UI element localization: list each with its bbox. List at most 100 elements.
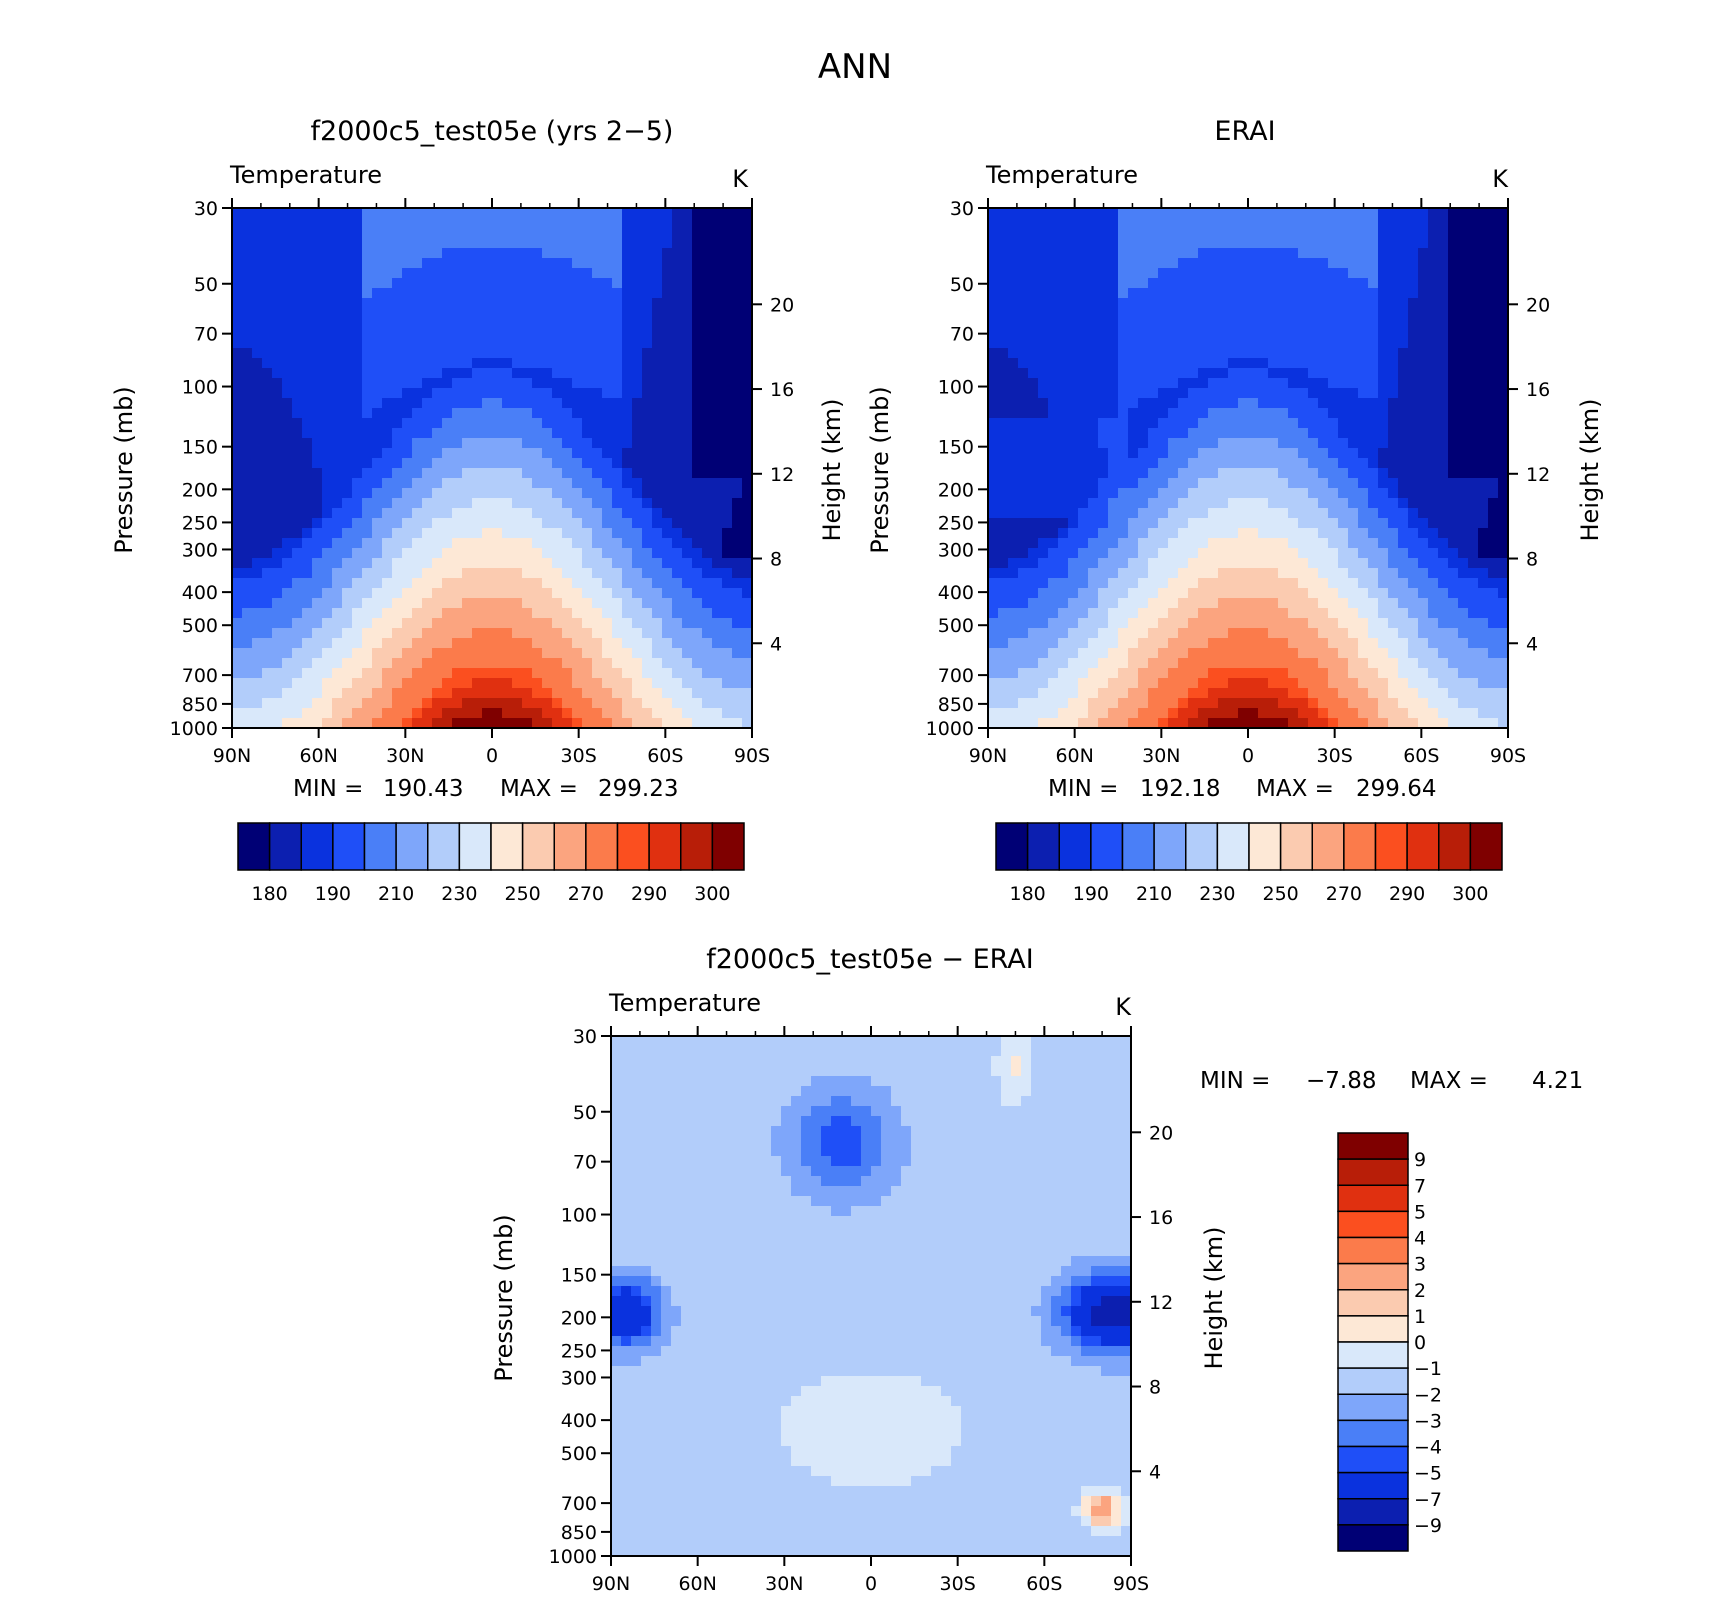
contour-cell — [362, 278, 373, 289]
contour-cell — [1268, 268, 1279, 279]
contour-cell — [1488, 288, 1499, 299]
contour-cell — [282, 378, 293, 389]
contour-cell — [702, 678, 713, 689]
contour-cell — [998, 308, 1009, 319]
contour-cell — [312, 698, 323, 709]
contour-cell — [1068, 298, 1079, 309]
contour-cell — [622, 698, 633, 709]
contour-cell — [1478, 288, 1489, 299]
contour-cell — [682, 218, 693, 229]
contour-cell — [998, 588, 1009, 599]
contour-cell — [352, 258, 363, 269]
contour-cell — [302, 668, 313, 679]
contour-cell — [412, 548, 423, 559]
contour-cell — [322, 428, 333, 439]
contour-cell — [552, 288, 563, 299]
contour-cell — [1338, 418, 1349, 429]
contour-cell — [662, 678, 673, 689]
contour-cell — [702, 318, 713, 329]
contour-cell — [642, 548, 653, 559]
contour-cell — [552, 708, 563, 719]
contour-cell — [512, 708, 523, 719]
contour-cell — [1168, 258, 1179, 269]
contour-cell — [1248, 418, 1259, 429]
contour-cell — [1058, 388, 1069, 399]
contour-cell — [1028, 238, 1039, 249]
contour-cell — [282, 628, 293, 639]
contour-cell — [482, 508, 493, 519]
contour-cell — [1038, 318, 1049, 329]
contour-cell — [482, 658, 493, 669]
contour-cell — [312, 318, 323, 329]
contour-cell — [1168, 538, 1179, 549]
contour-cell — [1048, 548, 1059, 559]
contour-cell — [302, 428, 313, 439]
contour-cell — [1018, 228, 1029, 239]
contour-cell — [532, 578, 543, 589]
contour-cell — [392, 378, 403, 389]
contour-cell — [382, 628, 393, 639]
contour-cell — [292, 248, 303, 259]
contour-cell — [232, 528, 243, 539]
contour-cell — [292, 408, 303, 419]
contour-cell — [1318, 598, 1329, 609]
contour-cell — [452, 518, 463, 529]
contour-cell — [652, 418, 663, 429]
contour-cell — [642, 398, 653, 409]
contour-cell — [1098, 368, 1109, 379]
contour-cell — [1328, 268, 1339, 279]
contour-cell — [1328, 308, 1339, 319]
contour-cell — [362, 228, 373, 239]
contour-cell — [242, 498, 253, 509]
contour-cell — [1098, 218, 1109, 229]
contour-cell — [422, 338, 433, 349]
contour-cell — [282, 608, 293, 619]
contour-cell — [1178, 578, 1189, 589]
contour-cell — [1168, 618, 1179, 629]
contour-cell — [502, 228, 513, 239]
contour-cell — [1148, 448, 1159, 459]
contour-cell — [502, 678, 513, 689]
contour-cell — [1308, 298, 1319, 309]
contour-cell — [562, 298, 573, 309]
contour-cell — [1208, 308, 1219, 319]
contour-cell — [292, 598, 303, 609]
contour-cell — [1428, 378, 1439, 389]
contour-cell — [1408, 608, 1419, 619]
contour-cell — [262, 438, 273, 449]
contour-cell — [562, 528, 573, 539]
contour-cell — [602, 568, 613, 579]
contour-cell — [1258, 348, 1269, 359]
contour-cell — [252, 418, 263, 429]
contour-cell — [582, 248, 593, 259]
contour-cell — [242, 278, 253, 289]
contour-cell — [1428, 228, 1439, 239]
contour-cell — [612, 368, 623, 379]
contour-cell — [1208, 218, 1219, 229]
contour-cell — [542, 208, 553, 219]
contour-cell — [632, 438, 643, 449]
contour-cell — [412, 708, 423, 719]
contour-cell — [512, 628, 523, 639]
contour-cell — [1148, 528, 1159, 539]
contour-cell — [1178, 598, 1189, 609]
contour-cell — [602, 468, 613, 479]
contour-cell — [412, 628, 423, 639]
contour-cell — [492, 308, 503, 319]
contour-cell — [1128, 438, 1139, 449]
contour-cell — [462, 458, 473, 469]
contour-cell — [282, 478, 293, 489]
contour-cell — [572, 608, 583, 619]
contour-cell — [492, 328, 503, 339]
contour-cell — [1358, 308, 1369, 319]
contour-cell — [572, 348, 583, 359]
contour-cell — [542, 518, 553, 529]
contour-cell — [1128, 348, 1139, 359]
contour-cell — [1168, 528, 1179, 539]
contour-cell — [342, 398, 353, 409]
contour-cell — [262, 658, 273, 669]
contour-cell — [592, 588, 603, 599]
contour-cell — [452, 598, 463, 609]
contour-cell — [1438, 318, 1449, 329]
contour-cell — [512, 288, 523, 299]
